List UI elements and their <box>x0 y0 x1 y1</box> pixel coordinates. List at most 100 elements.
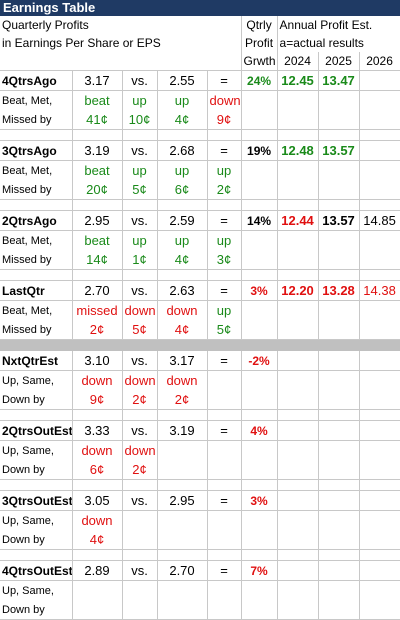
direction-value-2: up <box>122 90 158 110</box>
empty-cell <box>359 440 400 460</box>
spacer-cell <box>277 549 319 561</box>
row-label-direction: Up, Same, <box>0 440 73 460</box>
direction-value-4: up <box>207 160 242 180</box>
spacer-row <box>0 409 400 421</box>
spacer-cell <box>72 199 123 211</box>
annual-estimate-2 <box>318 350 360 371</box>
direction-value-2: up <box>122 160 158 180</box>
amount-value-2: 10¢ <box>122 110 158 130</box>
empty-cell <box>277 530 319 550</box>
empty-cell <box>241 230 278 250</box>
separator-cell <box>359 339 400 351</box>
empty-cell <box>241 390 278 410</box>
spacer-cell <box>241 549 278 561</box>
section-row-amount: Missed by 20¢ 5¢ 6¢ 2¢ <box>0 180 400 200</box>
empty-cell <box>359 580 400 600</box>
spacer-cell <box>122 479 158 491</box>
annual-estimate-3 <box>359 560 400 581</box>
empty-cell <box>241 370 278 390</box>
spacer-cell <box>359 269 400 281</box>
spacer-row <box>0 549 400 561</box>
section-row-direction: Up, Same, <box>0 580 400 600</box>
section-row-values: 3QtrsOutEst 3.05 vs. 2.95 = 3% <box>0 490 400 511</box>
amount-value-1 <box>72 600 123 620</box>
spacer-cell <box>157 129 208 141</box>
annual-estimate-1 <box>277 350 319 371</box>
annual-estimate-2: 13.47 <box>318 70 360 91</box>
spacer-cell <box>0 269 73 281</box>
spacer-cell <box>157 479 208 491</box>
empty-cell <box>359 510 400 530</box>
header-title-line1: Quarterly Profits <box>0 16 242 34</box>
empty-cell <box>359 230 400 250</box>
period-label: NxtQtrEst <box>0 350 73 371</box>
annual-estimate-1: 12.48 <box>277 140 319 161</box>
annual-estimate-3 <box>359 350 400 371</box>
growth-percent: 3% <box>241 490 278 511</box>
section-row-amount: Down by <box>0 600 400 620</box>
spacer-cell <box>122 409 158 421</box>
spacer-cell <box>318 409 360 421</box>
annual-estimate-2 <box>318 420 360 441</box>
direction-value-3: down <box>157 370 208 390</box>
empty-cell <box>318 90 360 110</box>
section-row-direction: Beat, Met, beat up up down <box>0 90 400 110</box>
empty-cell <box>241 530 278 550</box>
amount-value-4 <box>207 600 242 620</box>
spacer-cell <box>72 479 123 491</box>
spacer-cell <box>72 269 123 281</box>
empty-cell <box>277 510 319 530</box>
amount-value-2: 5¢ <box>122 320 158 340</box>
spacer-cell <box>157 549 208 561</box>
period-label: 4QtrsAgo <box>0 70 73 91</box>
separator-cell <box>241 339 278 351</box>
empty-cell <box>359 180 400 200</box>
direction-value-2: down <box>122 370 158 390</box>
amount-value-1: 14¢ <box>72 250 123 270</box>
direction-value-3: down <box>157 300 208 320</box>
empty-cell <box>359 250 400 270</box>
header-year-2024: 2024 <box>277 52 319 71</box>
empty-cell <box>241 160 278 180</box>
spacer-cell <box>207 269 242 281</box>
period-label: 4QtrsOutEst <box>0 560 73 581</box>
spacer-cell <box>207 549 242 561</box>
equals-sign: = <box>207 280 242 301</box>
header-profit: Profit <box>241 34 278 52</box>
direction-value-3: up <box>157 160 208 180</box>
empty-cell <box>277 250 319 270</box>
growth-percent: 7% <box>241 560 278 581</box>
spacer-cell <box>157 409 208 421</box>
spacer-cell <box>241 479 278 491</box>
amount-value-4: 2¢ <box>207 180 242 200</box>
prior-eps: 2.68 <box>157 140 208 161</box>
row-label-amount: Missed by <box>0 180 73 200</box>
annual-estimate-1 <box>277 420 319 441</box>
empty-cell <box>318 250 360 270</box>
direction-value-3 <box>157 580 208 600</box>
equals-sign: = <box>207 210 242 231</box>
earnings-grid: Quarterly Profits Qtrly Annual Profit Es… <box>0 16 400 620</box>
spacer-cell <box>207 199 242 211</box>
section-row-amount: Missed by 14¢ 1¢ 4¢ 3¢ <box>0 250 400 270</box>
row-label-direction: Up, Same, <box>0 510 73 530</box>
annual-estimate-3 <box>359 70 400 91</box>
empty-cell <box>359 320 400 340</box>
empty-cell <box>241 250 278 270</box>
current-eps: 3.05 <box>72 490 123 511</box>
empty-cell <box>241 580 278 600</box>
growth-percent: 24% <box>241 70 278 91</box>
empty-cell <box>241 90 278 110</box>
empty-cell <box>318 180 360 200</box>
empty-cell <box>277 180 319 200</box>
empty-cell <box>318 600 360 620</box>
spacer-cell <box>277 479 319 491</box>
equals-sign: = <box>207 70 242 91</box>
amount-value-2: 1¢ <box>122 250 158 270</box>
equals-sign: = <box>207 490 242 511</box>
annual-estimate-1: 12.45 <box>277 70 319 91</box>
separator-cell <box>157 339 208 351</box>
spacer-cell <box>0 199 73 211</box>
section-row-amount: Missed by 41¢ 10¢ 4¢ 9¢ <box>0 110 400 130</box>
direction-value-1: missed <box>72 300 123 320</box>
